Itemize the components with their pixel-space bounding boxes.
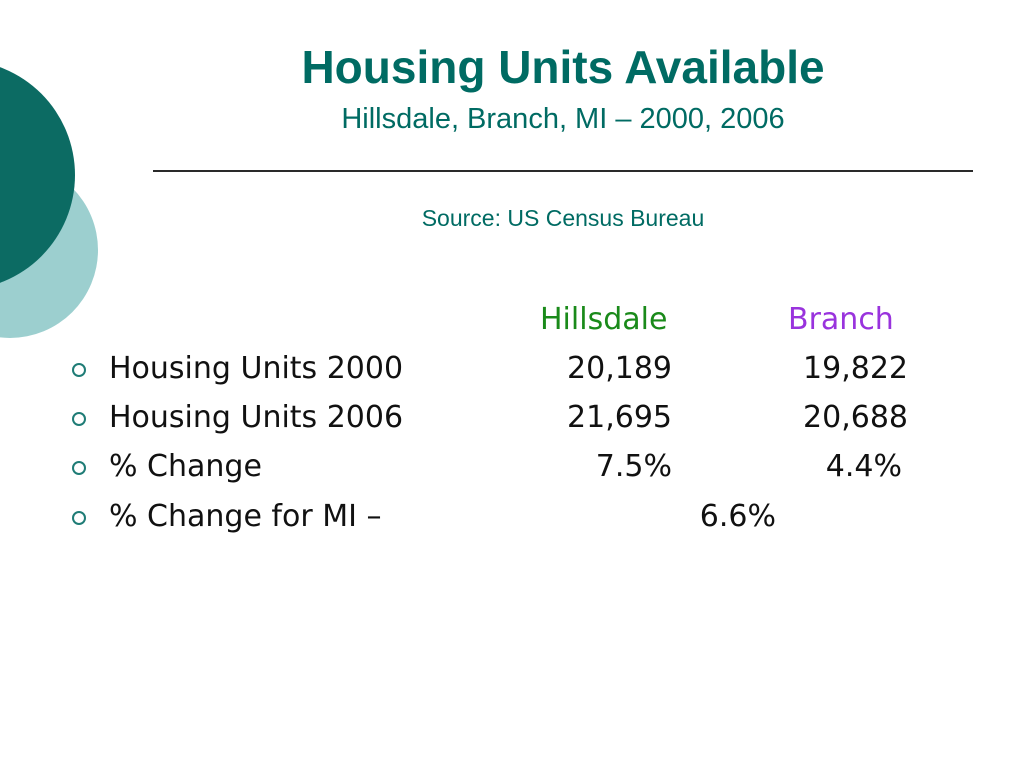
hillsdale-value: 7.5% [595, 449, 672, 484]
bullet-icon [72, 412, 86, 426]
column-header-branch: Branch [788, 302, 894, 337]
branch-value: 20,688 [803, 400, 908, 435]
dark-teal-circle [0, 67, 75, 283]
branch-value: 19,822 [803, 351, 908, 386]
bullet-icon [72, 363, 86, 377]
slide-subtitle: Hillsdale, Branch, MI – 2000, 2006 [341, 103, 785, 135]
title-divider [153, 170, 973, 172]
row-label-mi: % Change for MI – [109, 499, 382, 534]
row-label: Housing Units 2006 [109, 400, 404, 435]
bullet-icon [72, 461, 86, 475]
source-note: Source: US Census Bureau [421, 205, 705, 231]
branch-value: 4.4% [825, 449, 902, 484]
slide-title: Housing Units Available [301, 41, 825, 93]
row-label: Housing Units 2000 [109, 351, 404, 386]
column-header-hillsdale: Hillsdale [540, 302, 668, 337]
row-label: % Change [109, 449, 262, 484]
hillsdale-value: 21,695 [567, 400, 672, 435]
decorative-circles [0, 67, 98, 338]
mi-value: 6.6% [699, 499, 776, 534]
bullet-icon [72, 511, 86, 525]
hillsdale-value: 20,189 [567, 351, 672, 386]
